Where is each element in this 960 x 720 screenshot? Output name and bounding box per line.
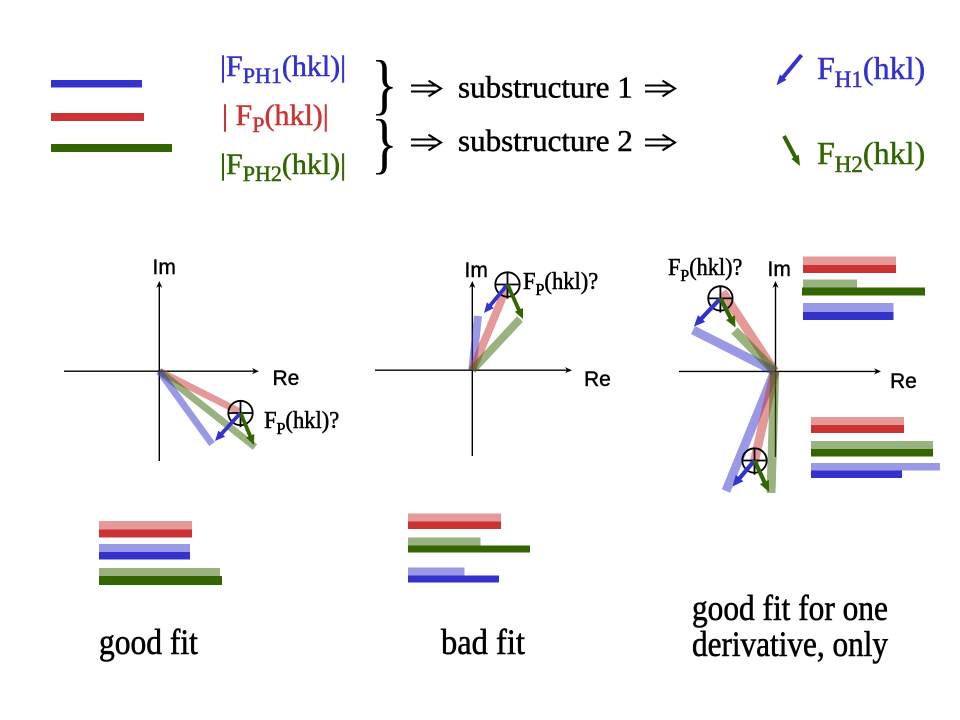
- svg-text:derivative, only: derivative, only: [692, 625, 888, 665]
- svg-text:}: }: [371, 107, 398, 181]
- svg-text:FH1(hkl): FH1(hkl): [817, 50, 925, 92]
- svg-text:|FPH2(hkl)|: |FPH2(hkl)|: [220, 148, 346, 186]
- svg-text:Re: Re: [584, 368, 611, 391]
- svg-text:| FP(hkl)|: | FP(hkl)|: [222, 99, 329, 137]
- svg-text:Im: Im: [153, 256, 176, 279]
- svg-text:FH2(hkl): FH2(hkl): [817, 135, 925, 177]
- svg-text:good fit: good fit: [99, 623, 199, 662]
- svg-text:}: }: [371, 48, 398, 122]
- svg-text:FP(hkl)?: FP(hkl)?: [668, 254, 742, 285]
- svg-text:Re: Re: [273, 367, 300, 390]
- svg-text:Re: Re: [890, 370, 917, 393]
- svg-text:|FPH1(hkl)|: |FPH1(hkl)|: [220, 50, 346, 88]
- svg-text:Im: Im: [768, 258, 791, 281]
- svg-text:FP(hkl)?: FP(hkl)?: [523, 268, 598, 299]
- svg-text:FP(hkl)?: FP(hkl)?: [264, 407, 339, 438]
- svg-text:substructure 1: substructure 1: [458, 70, 633, 105]
- svg-text:bad fit: bad fit: [441, 623, 525, 663]
- svg-text:good fit for one: good fit for one: [692, 589, 888, 628]
- svg-text:substructure 2: substructure 2: [458, 123, 633, 158]
- svg-text:Im: Im: [465, 259, 488, 282]
